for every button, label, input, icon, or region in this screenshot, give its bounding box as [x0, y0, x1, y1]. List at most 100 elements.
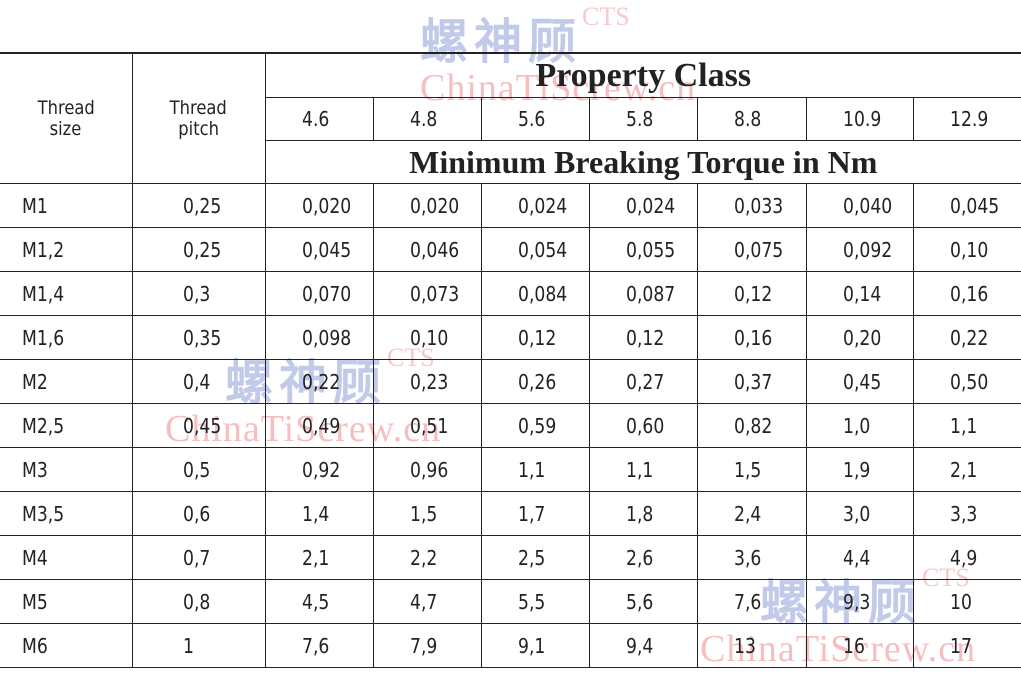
thread-size-cell: M6 — [0, 623, 133, 668]
header-row-classes: 4.6 4.8 5.6 5.8 8.8 10.9 12.9 — [0, 97, 1021, 141]
torque-value: 0,045 — [949, 193, 999, 218]
torque-cell: 9,1 — [480, 623, 590, 668]
thread-pitch-value: 0,3 — [182, 281, 210, 306]
torque-value: 3,3 — [949, 501, 977, 526]
torque-cell: 7,6 — [696, 579, 807, 624]
torque-cell: 0,12 — [696, 271, 807, 316]
torque-value: 0,075 — [733, 237, 783, 262]
torque-value: 0,024 — [517, 193, 567, 218]
torque-value: 7,6 — [733, 589, 761, 614]
torque-cell: 0,27 — [588, 359, 698, 404]
torque-value: 0,59 — [517, 413, 556, 438]
torque-value: 5,5 — [517, 589, 545, 614]
torque-cell: 0,055 — [588, 227, 698, 272]
torque-cell: 1,8 — [588, 491, 698, 536]
torque-value: 10 — [949, 589, 972, 614]
torque-value: 0,024 — [625, 193, 675, 218]
torque-cell: 17 — [912, 623, 1021, 668]
torque-value: 17 — [949, 633, 972, 658]
thread-pitch-value: 0,8 — [182, 589, 210, 614]
thread-pitch-cell: 0,8 — [131, 579, 266, 624]
torque-cell: 0,59 — [480, 403, 590, 448]
torque-cell: 0,070 — [264, 271, 374, 316]
breaking-torque-table: Thread size Thread pitch Property Class … — [0, 52, 1021, 668]
torque-value: 0,49 — [301, 413, 340, 438]
torque-cell: 0,26 — [480, 359, 590, 404]
thread-size-cell: M2,5 — [0, 403, 133, 448]
torque-value: 0,12 — [517, 325, 556, 350]
torque-cell: 0,046 — [372, 227, 482, 272]
table-row: M1,4 0,3 0,070 0,073 0,084 0,087 0,12 0,14 0,16 — [0, 271, 1021, 316]
torque-value: 0,37 — [733, 369, 772, 394]
torque-cell: 2,4 — [696, 491, 807, 536]
torque-cell: 0,60 — [588, 403, 698, 448]
header-row-subtitle: Minimum Breaking Torque in Nm — [0, 140, 1021, 184]
torque-value: 7,9 — [409, 633, 437, 658]
torque-cell: 0,024 — [480, 183, 590, 228]
thread-size-value: M4 — [22, 545, 48, 570]
torque-cell: 0,51 — [372, 403, 482, 448]
torque-value: 7,6 — [301, 633, 329, 658]
thread-pitch-value: 0,4 — [182, 369, 210, 394]
header-thread-pitch-line2: pitch — [178, 117, 219, 140]
property-class-5-6: 5.6 — [480, 97, 590, 141]
torque-value: 1,0 — [842, 413, 870, 438]
table-row: M2,5 0,45 0,49 0,51 0,59 0,60 0,82 1,0 1,1 — [0, 403, 1021, 448]
torque-cell: 0,040 — [805, 183, 914, 228]
torque-cell: 0,092 — [805, 227, 914, 272]
thread-size-value: M2 — [22, 369, 48, 394]
thread-pitch-cell: 0,25 — [131, 227, 266, 272]
torque-cell: 2,1 — [264, 535, 374, 580]
torque-cell: 1,4 — [264, 491, 374, 536]
torque-cell: 9,3 — [805, 579, 914, 624]
torque-value: 0,12 — [625, 325, 664, 350]
torque-value: 1,9 — [842, 457, 870, 482]
thread-size-value: M5 — [22, 589, 48, 614]
thread-pitch-value: 0,7 — [182, 545, 210, 570]
torque-value: 2,6 — [625, 545, 653, 570]
property-class-label: 4.6 — [301, 107, 329, 131]
torque-value: 0,045 — [301, 237, 351, 262]
thread-pitch-value: 0,45 — [182, 413, 221, 438]
property-class-12-9: 12.9 — [912, 97, 1021, 141]
torque-value: 0,26 — [517, 369, 556, 394]
torque-value: 0,96 — [409, 457, 448, 482]
thread-pitch-value: 0,25 — [182, 193, 221, 218]
torque-cell: 0,020 — [264, 183, 374, 228]
torque-subtitle: Minimum Breaking Torque in Nm — [265, 140, 1021, 184]
torque-cell: 2,6 — [588, 535, 698, 580]
torque-cell: 0,10 — [372, 315, 482, 360]
torque-cell: 10 — [912, 579, 1021, 624]
torque-value: 0,10 — [409, 325, 448, 350]
torque-value: 0,51 — [409, 413, 448, 438]
header-thread-pitch-line1: Thread — [169, 96, 228, 119]
torque-value: 0,50 — [949, 369, 988, 394]
torque-cell: 0,10 — [912, 227, 1021, 272]
torque-value: 2,2 — [409, 545, 437, 570]
torque-cell: 0,033 — [696, 183, 807, 228]
property-class-4-6: 4.6 — [265, 97, 374, 141]
torque-value: 1,5 — [733, 457, 761, 482]
property-class-8-8: 8.8 — [696, 97, 807, 141]
header-thread-size-line1: Thread — [37, 96, 95, 119]
thread-pitch-cell: 0,45 — [131, 403, 266, 448]
table-row: M3,5 0,6 1,4 1,5 1,7 1,8 2,4 3,0 3,3 — [0, 491, 1021, 536]
torque-cell: 0,087 — [588, 271, 698, 316]
thread-size-cell: M1,6 — [0, 315, 133, 360]
torque-value: 4,7 — [409, 589, 437, 614]
torque-cell: 0,054 — [480, 227, 590, 272]
thread-size-value: M3 — [22, 457, 48, 482]
table-row: M1,6 0,35 0,098 0,10 0,12 0,12 0,16 0,20 0,22 — [0, 315, 1021, 360]
thread-size-value: M1,4 — [22, 281, 65, 306]
thread-pitch-cell: 1 — [131, 623, 266, 668]
torque-cell: 0,020 — [372, 183, 482, 228]
thread-pitch-value: 0,25 — [182, 237, 221, 262]
torque-cell: 1,9 — [805, 447, 914, 492]
torque-value: 0,16 — [949, 281, 988, 306]
thread-pitch-value: 0,5 — [182, 457, 210, 482]
watermark-cts: CTS — [582, 2, 630, 31]
torque-cell: 13 — [696, 623, 807, 668]
property-class-5-8: 5.8 — [588, 97, 698, 141]
thread-pitch-cell: 0,6 — [131, 491, 266, 536]
thread-size-cell: M3,5 — [0, 491, 133, 536]
